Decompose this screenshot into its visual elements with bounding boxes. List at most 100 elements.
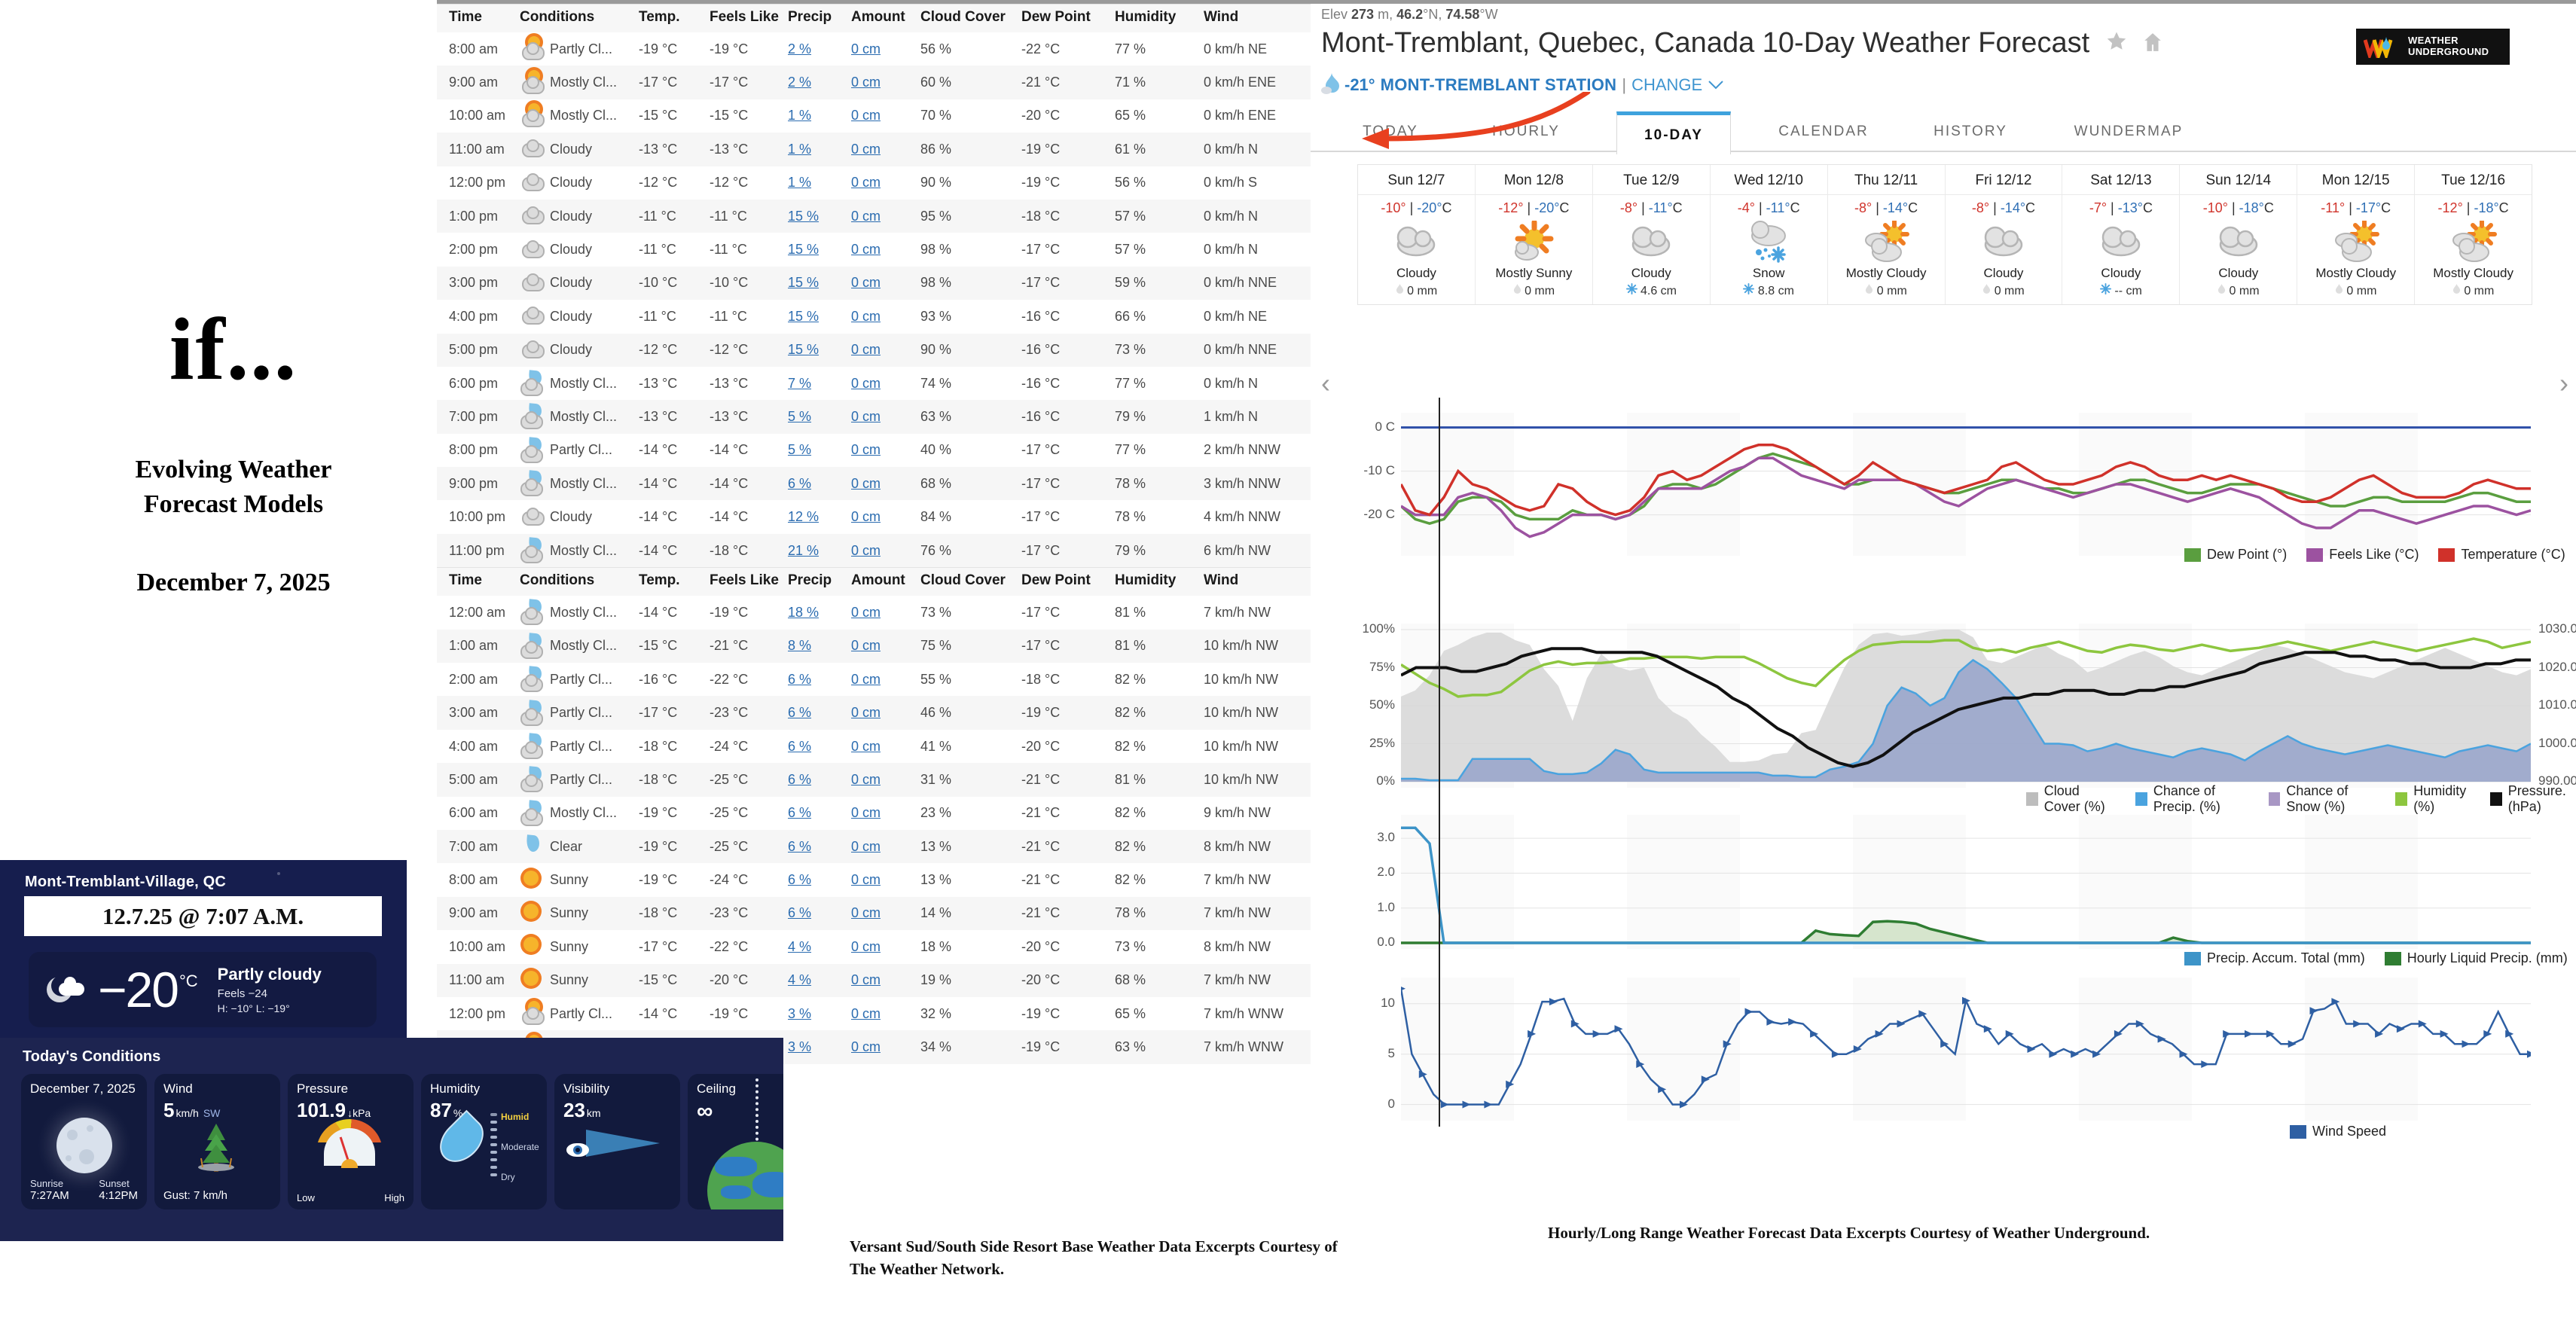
forecast-day-card[interactable]: Sat 12/13 -7° | -13°C Cloudy -- cm bbox=[2062, 165, 2181, 304]
cell-amount[interactable]: 0 cm bbox=[848, 629, 917, 663]
cell-precip-link[interactable]: 8 % bbox=[788, 638, 812, 654]
cell-amount-link[interactable]: 0 cm bbox=[851, 604, 881, 620]
table-row[interactable]: 9:00 am Mostly Cl... -17 °C -17 °C 2 % 0 cm 60… bbox=[437, 66, 1311, 99]
cell-amount[interactable]: 0 cm bbox=[848, 663, 917, 696]
weather-underground-logo[interactable]: WEATHER UNDERGROUND bbox=[2356, 29, 2510, 65]
cell-precip-link[interactable]: 4 % bbox=[788, 972, 812, 988]
table-row[interactable]: 7:00 am Clear -19 °C -25 °C 6 % 0 cm 13 % -21 °… bbox=[437, 829, 1311, 864]
cell-precip[interactable]: 15 % bbox=[785, 233, 848, 266]
table-row[interactable]: 5:00 am Partly Cl... -18 °C -25 °C 6 % 0 cm 31… bbox=[437, 763, 1311, 797]
cell-precip-link[interactable]: 6 % bbox=[788, 838, 812, 854]
table-row[interactable]: 7:00 pm Mostly Cl... -13 °C -13 °C 5 % 0 cm 63… bbox=[437, 400, 1311, 434]
cell-amount[interactable]: 0 cm bbox=[848, 66, 917, 99]
table-row[interactable]: 12:00 pm Cloudy -12 °C -12 °C 1 % 0 cm 90 % -19… bbox=[437, 166, 1311, 200]
cell-amount[interactable]: 0 cm bbox=[848, 997, 917, 1030]
prev-days-arrow[interactable]: ‹ bbox=[1321, 368, 1330, 398]
table-row[interactable]: 12:00 am Mostly Cl... -14 °C -19 °C 18 % 0 cm… bbox=[437, 596, 1311, 629]
table-row[interactable]: 6:00 am Mostly Cl... -19 °C -25 °C 6 % 0 cm 23… bbox=[437, 797, 1311, 830]
table-row[interactable]: 9:00 am Sunny -18 °C -23 °C 6 % 0 cm 14 % -21 °… bbox=[437, 896, 1311, 931]
cell-amount[interactable]: 0 cm bbox=[848, 1030, 917, 1064]
table-row[interactable]: 6:00 pm Mostly Cl... -13 °C -13 °C 7 % 0 cm 74… bbox=[437, 367, 1311, 400]
cell-precip[interactable]: 15 % bbox=[785, 266, 848, 300]
forecast-day-card[interactable]: Wed 12/10 -4° | -11°C Snow 8.8 cm bbox=[1710, 165, 1828, 304]
condition-card-wind[interactable]: Wind 5 km/h SW Gust: 7 km/h bbox=[154, 1074, 280, 1209]
cell-precip[interactable]: 1 % bbox=[785, 99, 848, 133]
cell-amount-link[interactable]: 0 cm bbox=[851, 542, 881, 558]
legend-item[interactable]: Feels Like (°C) bbox=[2306, 547, 2419, 563]
table-row[interactable]: 10:00 am Mostly Cl... -15 °C -15 °C 1 % 0 cm 7… bbox=[437, 99, 1311, 133]
cell-precip[interactable]: 3 % bbox=[785, 997, 848, 1030]
cell-precip-link[interactable]: 3 % bbox=[788, 1005, 812, 1021]
cell-amount-link[interactable]: 0 cm bbox=[851, 771, 881, 787]
table-row[interactable]: 2:00 pm Cloudy -11 °C -11 °C 15 % 0 cm 98 % -17… bbox=[437, 233, 1311, 266]
cell-precip-link[interactable]: 6 % bbox=[788, 738, 812, 754]
forecast-day-card[interactable]: Mon 12/15 -11° | -17°C Mostly Cloudy 0 mm bbox=[2297, 165, 2416, 304]
cell-amount[interactable]: 0 cm bbox=[848, 863, 917, 896]
cell-amount-link[interactable]: 0 cm bbox=[851, 175, 881, 191]
table-row[interactable]: 8:00 pm Partly Cl... -14 °C -14 °C 5 % 0 cm 40… bbox=[437, 434, 1311, 467]
table-row[interactable]: 4:00 am Partly Cl... -18 °C -24 °C 6 % 0 cm 41… bbox=[437, 730, 1311, 763]
cell-precip-link[interactable]: 3 % bbox=[788, 1039, 812, 1055]
condition-card-ceiling[interactable]: Ceiling ∞ bbox=[688, 1074, 783, 1209]
legend-item[interactable]: Hourly Liquid Precip. (mm) bbox=[2384, 950, 2568, 966]
cell-amount[interactable]: 0 cm bbox=[848, 199, 917, 233]
cell-precip[interactable]: 18 % bbox=[785, 596, 848, 629]
cell-amount[interactable]: 0 cm bbox=[848, 797, 917, 830]
forecast-day-card[interactable]: Tue 12/16 -12° | -18°C Mostly Cloudy 0 mm bbox=[2415, 165, 2532, 304]
cell-amount[interactable]: 0 cm bbox=[848, 400, 917, 434]
cell-precip-link[interactable]: 15 % bbox=[788, 208, 819, 224]
forecast-day-card[interactable]: Fri 12/12 -8° | -14°C Cloudy 0 mm bbox=[1945, 165, 2063, 304]
cell-precip-link[interactable]: 1 % bbox=[788, 141, 812, 157]
table-row[interactable]: 8:00 am Partly Cl... -19 °C -19 °C 2 % 0 cm 56… bbox=[437, 32, 1311, 66]
cell-precip-link[interactable]: 7 % bbox=[788, 375, 812, 391]
cell-precip[interactable]: 6 % bbox=[785, 730, 848, 763]
cell-precip-link[interactable]: 2 % bbox=[788, 41, 812, 56]
legend-item[interactable]: Chance of Precip. (%) bbox=[2135, 783, 2249, 815]
cell-precip-link[interactable]: 5 % bbox=[788, 442, 812, 458]
tab-hourly[interactable]: HOURLY bbox=[1492, 124, 1560, 139]
cell-amount-link[interactable]: 0 cm bbox=[851, 805, 881, 821]
cell-precip[interactable]: 6 % bbox=[785, 663, 848, 696]
legend-item[interactable]: Chance of Snow (%) bbox=[2268, 783, 2376, 815]
cell-precip-link[interactable]: 6 % bbox=[788, 771, 812, 787]
station-bar[interactable]: -21° MONT-TREMBLANT STATION | CHANGE bbox=[1321, 72, 1724, 99]
cell-amount[interactable]: 0 cm bbox=[848, 696, 917, 730]
cell-amount-link[interactable]: 0 cm bbox=[851, 872, 881, 888]
change-station-link[interactable]: CHANGE bbox=[1631, 75, 1703, 94]
cell-amount[interactable]: 0 cm bbox=[848, 829, 917, 864]
cell-amount-link[interactable]: 0 cm bbox=[851, 705, 881, 721]
legend-item[interactable]: Wind Speed bbox=[2290, 1124, 2386, 1139]
table-row[interactable]: 9:00 pm Mostly Cl... -14 °C -14 °C 6 % 0 cm 68… bbox=[437, 467, 1311, 501]
next-days-arrow[interactable]: › bbox=[2559, 368, 2568, 398]
cell-precip[interactable]: 1 % bbox=[785, 133, 848, 166]
legend-item[interactable]: Pressure. (hPa) bbox=[2490, 783, 2576, 815]
cell-amount-link[interactable]: 0 cm bbox=[851, 375, 881, 391]
cell-amount-link[interactable]: 0 cm bbox=[851, 408, 881, 424]
cell-precip[interactable]: 15 % bbox=[785, 300, 848, 333]
table-row[interactable]: 10:00 pm Cloudy -14 °C -14 °C 12 % 0 cm 84 % -1… bbox=[437, 500, 1311, 533]
legend-item[interactable]: Precip. Accum. Total (mm) bbox=[2184, 950, 2365, 966]
table-row[interactable]: 1:00 pm Cloudy -11 °C -11 °C 15 % 0 cm 95 % -18… bbox=[437, 199, 1311, 233]
cell-amount-link[interactable]: 0 cm bbox=[851, 738, 881, 754]
cell-precip-link[interactable]: 6 % bbox=[788, 475, 812, 491]
cell-amount-link[interactable]: 0 cm bbox=[851, 1005, 881, 1021]
cell-precip-link[interactable]: 15 % bbox=[788, 342, 819, 358]
table-row[interactable]: 4:00 pm Cloudy -11 °C -11 °C 15 % 0 cm 93 % -16… bbox=[437, 300, 1311, 333]
tab-history[interactable]: HISTORY bbox=[1934, 124, 2007, 139]
cell-precip[interactable]: 1 % bbox=[785, 166, 848, 200]
cell-precip[interactable]: 6 % bbox=[785, 797, 848, 830]
cell-precip-link[interactable]: 12 % bbox=[788, 509, 819, 525]
cell-precip[interactable]: 5 % bbox=[785, 434, 848, 467]
forecast-day-card[interactable]: Tue 12/9 -8° | -11°C Cloudy 4.6 cm bbox=[1592, 165, 1711, 304]
cell-amount-link[interactable]: 0 cm bbox=[851, 671, 881, 687]
cell-amount-link[interactable]: 0 cm bbox=[851, 475, 881, 491]
table-row[interactable]: 1:00 am Mostly Cl... -15 °C -21 °C 8 % 0 cm 75… bbox=[437, 629, 1311, 663]
cell-amount-link[interactable]: 0 cm bbox=[851, 242, 881, 258]
legend-item[interactable]: Cloud Cover (%) bbox=[2026, 783, 2116, 815]
cell-precip-link[interactable]: 5 % bbox=[788, 408, 812, 424]
cell-amount[interactable]: 0 cm bbox=[848, 133, 917, 166]
cell-amount-link[interactable]: 0 cm bbox=[851, 75, 881, 90]
table-row[interactable]: 3:00 pm Cloudy -10 °C -10 °C 15 % 0 cm 98 % -17… bbox=[437, 266, 1311, 300]
table-row[interactable]: 3:00 am Partly Cl... -17 °C -23 °C 6 % 0 cm 46… bbox=[437, 696, 1311, 730]
table-row[interactable]: 2:00 am Partly Cl... -16 °C -22 °C 6 % 0 cm 55… bbox=[437, 663, 1311, 696]
